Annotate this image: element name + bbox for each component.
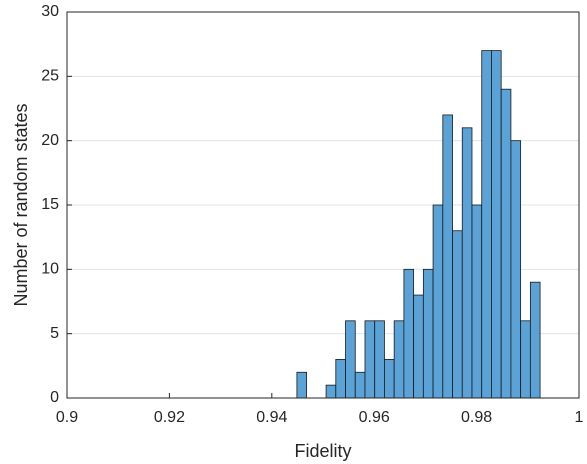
x-axis-label: Fidelity — [294, 441, 351, 461]
y-axis-label: Number of random states — [11, 103, 31, 306]
bar — [403, 268, 415, 399]
x-tick-label: 1 — [575, 409, 584, 426]
bar — [364, 320, 376, 399]
y-tick-label: 25 — [41, 68, 59, 85]
plot-frame — [66, 11, 580, 399]
bar — [529, 281, 541, 399]
x-tick-label: 0.96 — [359, 409, 390, 426]
bar — [500, 88, 512, 399]
bar — [471, 204, 483, 399]
y-tick-label: 5 — [50, 325, 59, 342]
y-tick-label: 15 — [41, 196, 59, 213]
y-tick-label: 30 — [41, 3, 59, 20]
y-tick-label: 10 — [41, 261, 59, 278]
bar — [491, 50, 502, 399]
bar — [461, 127, 473, 399]
bar — [335, 358, 346, 399]
y-tick-label: 20 — [41, 132, 59, 149]
bar — [481, 50, 492, 399]
bar — [432, 204, 444, 399]
bar — [345, 320, 356, 399]
y-tick-label: 0 — [50, 389, 59, 406]
bar — [422, 268, 434, 399]
bar — [413, 294, 424, 399]
bar — [374, 320, 385, 399]
bar — [325, 384, 337, 399]
bar — [510, 140, 522, 399]
bar — [354, 371, 366, 399]
x-tick-label: 0.92 — [154, 409, 185, 426]
x-tick-label: 0.94 — [256, 409, 287, 426]
bar — [384, 358, 395, 399]
bar — [393, 320, 405, 399]
x-tick-label: 0.98 — [461, 409, 492, 426]
bar — [452, 230, 463, 399]
bar — [442, 114, 453, 399]
x-tick-label: 0.9 — [56, 409, 78, 426]
bar — [520, 320, 531, 399]
bar — [296, 371, 308, 399]
